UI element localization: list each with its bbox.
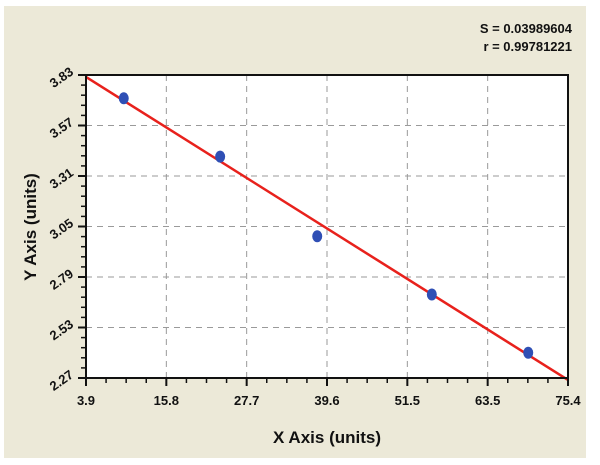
data-point (426, 288, 437, 301)
data-point (523, 346, 534, 359)
y-axis-title: Y Axis (units) (21, 173, 40, 281)
y-tick-label: 3.83 (47, 64, 76, 91)
x-tick-label: 39.6 (314, 393, 339, 408)
x-tick-label: 75.4 (555, 393, 581, 408)
y-tick-label: 2.27 (47, 367, 76, 394)
data-point (118, 92, 129, 105)
y-tick-label: 3.57 (47, 114, 76, 141)
x-tick-label: 27.7 (234, 393, 259, 408)
y-axis: 2.27 2.53 2.79 3.05 3.31 3.57 3.83 (47, 64, 86, 394)
x-tick-label: 15.8 (154, 393, 179, 408)
x-axis-title: X Axis (units) (273, 428, 381, 447)
data-point (312, 230, 323, 243)
y-tick-label: 2.79 (47, 266, 76, 293)
s-value: S = 0.03989604 (479, 21, 572, 36)
y-tick-label: 3.31 (47, 165, 76, 192)
r-value: r = 0.99781221 (483, 39, 572, 54)
x-tick-label: 3.9 (77, 393, 95, 408)
data-point (215, 150, 226, 163)
x-tick-label: 51.5 (395, 393, 420, 408)
x-tick-label: 63.5 (475, 393, 500, 408)
grid-lines (86, 75, 568, 378)
fit-statistics: S = 0.03989604 r = 0.99781221 (480, 20, 572, 56)
x-axis: 3.9 15.8 27.7 39.6 51.5 63.5 75.4 (77, 378, 581, 408)
y-tick-label: 2.53 (47, 316, 76, 343)
fit-line (85, 75, 569, 382)
regression-line (85, 75, 569, 382)
data-points (118, 92, 534, 359)
y-tick-label: 3.05 (47, 215, 76, 242)
